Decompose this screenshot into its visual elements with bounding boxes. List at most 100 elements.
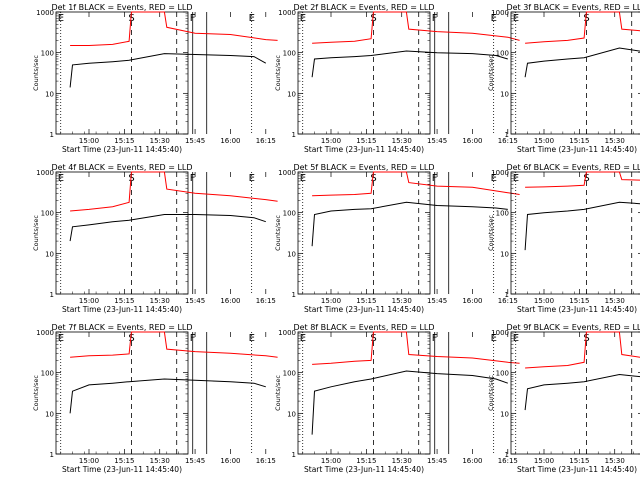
x-tick-label: 15:45 — [427, 297, 447, 305]
y-tick-label: 1000 — [491, 329, 509, 337]
x-axis-label: Start Time (23-Jun-11 14:45:40) — [304, 305, 424, 314]
x-tick-label: 15:45 — [185, 457, 205, 465]
marker-label: E — [58, 333, 64, 344]
chart-title: Det 2f BLACK = Events, RED = LLD — [293, 3, 434, 12]
y-axis-label: Counts/sec — [274, 55, 282, 91]
y-tick-label: 10 — [45, 90, 54, 98]
marker-label: E — [513, 173, 519, 184]
marker-label: E — [300, 13, 306, 24]
y-tick-label: 100 — [496, 210, 509, 218]
series-line-events — [525, 48, 640, 77]
x-tick-label: 15:45 — [427, 457, 447, 465]
marker-label: F — [432, 333, 438, 344]
x-axis-label: Start Time (23-Jun-11 14:45:40) — [304, 145, 424, 154]
x-tick-label: 15:30 — [605, 457, 625, 465]
y-tick-label: 10 — [287, 250, 296, 258]
x-axis-label: Start Time (23-Jun-11 14:45:40) — [62, 305, 182, 314]
x-tick-label: 15:30 — [605, 297, 625, 305]
x-tick-label: 15:00 — [321, 297, 341, 305]
x-axis-label: Start Time (23-Jun-11 14:45:40) — [304, 465, 424, 474]
x-tick-label: 15:30 — [150, 457, 170, 465]
chart-panel-9: Det 9f BLACK = Events, RED = LLD 1 10 100 10… — [487, 323, 640, 474]
y-tick-label: 1 — [505, 291, 509, 299]
chart-panel-3: Det 3f BLACK = Events, RED = LLD 1 10 100 10… — [487, 3, 640, 154]
chart-title: Det 3f BLACK = Events, RED = LLD — [506, 3, 640, 12]
x-tick-label: 15:15 — [569, 297, 589, 305]
chart-panel-6: Det 6f BLACK = Events, RED = LLD 1 10 100 10… — [487, 163, 640, 314]
series-line-events — [312, 51, 508, 77]
y-tick-label: 100 — [496, 50, 509, 58]
series-line-lld — [70, 12, 278, 46]
marker-label: F — [190, 13, 196, 24]
series-line-lld — [70, 172, 278, 211]
chart-title: Det 7f BLACK = Events, RED = LLD — [51, 323, 192, 332]
series-line-events — [70, 379, 266, 413]
plot-frame — [298, 172, 430, 294]
y-axis-label: Counts/sec — [274, 215, 282, 251]
marker-label: E — [300, 333, 306, 344]
plot-frame — [56, 172, 188, 294]
y-tick-label: 1000 — [278, 329, 296, 337]
x-tick-label: 15:15 — [356, 457, 376, 465]
marker-label: E — [513, 333, 519, 344]
y-axis-label: Counts/sec — [274, 375, 282, 411]
x-tick-label: 16:00 — [220, 457, 240, 465]
y-tick-label: 10 — [500, 250, 509, 258]
chart-title: Det 6f BLACK = Events, RED = LLD — [506, 163, 640, 172]
plot-frame — [298, 12, 430, 134]
y-tick-label: 1000 — [491, 169, 509, 177]
series-line-lld — [312, 172, 519, 196]
marker-label: E — [513, 13, 519, 24]
y-tick-label: 10 — [287, 410, 296, 418]
series-line-events — [70, 215, 266, 242]
y-tick-label: 100 — [41, 370, 54, 378]
y-tick-label: 100 — [283, 210, 296, 218]
plot-frame — [511, 12, 640, 134]
x-tick-label: 16:00 — [462, 137, 482, 145]
x-tick-label: 16:00 — [462, 457, 482, 465]
x-tick-label: 15:30 — [392, 457, 412, 465]
y-tick-label: 1000 — [36, 329, 54, 337]
x-tick-label: 15:00 — [534, 297, 554, 305]
x-tick-label: 15:30 — [150, 137, 170, 145]
series-line-lld — [312, 12, 519, 43]
x-tick-label: 15:15 — [356, 297, 376, 305]
x-tick-label: 15:00 — [79, 137, 99, 145]
chart-panel-7: Det 7f BLACK = Events, RED = LLD 1 10 100 10… — [32, 323, 278, 474]
x-tick-label: 15:30 — [392, 297, 412, 305]
y-tick-label: 1 — [50, 131, 54, 139]
y-axis-label: Counts/sec — [487, 215, 495, 251]
chart-panel-2: Det 2f BLACK = Events, RED = LLD 1 10 100 10… — [274, 3, 520, 154]
y-axis-label: Counts/sec — [487, 375, 495, 411]
chart-title: Det 5f BLACK = Events, RED = LLD — [293, 163, 434, 172]
y-tick-label: 1000 — [36, 9, 54, 17]
series-line-events — [70, 54, 266, 88]
y-tick-label: 1 — [292, 451, 296, 459]
y-tick-label: 1000 — [278, 9, 296, 17]
x-tick-label: 15:00 — [79, 297, 99, 305]
y-tick-label: 100 — [283, 50, 296, 58]
series-line-events — [525, 375, 640, 411]
plot-frame — [511, 172, 640, 294]
y-tick-label: 1000 — [278, 169, 296, 177]
x-tick-label: 16:15 — [256, 457, 276, 465]
y-tick-label: 100 — [496, 370, 509, 378]
y-tick-label: 10 — [45, 410, 54, 418]
detector-rate-figure: Det 1f BLACK = Events, RED = LLD11010010… — [0, 0, 640, 480]
y-axis-label: Counts/sec — [32, 375, 40, 411]
marker-label: E — [300, 173, 306, 184]
y-tick-label: 100 — [41, 210, 54, 218]
y-tick-label: 1 — [50, 451, 54, 459]
x-axis-label: Start Time (23-Jun-11 14:45:40) — [62, 145, 182, 154]
marker-label: F — [190, 173, 196, 184]
marker-label: E — [58, 13, 64, 24]
y-axis-label: Counts/sec — [487, 55, 495, 91]
x-tick-label: 16:00 — [220, 137, 240, 145]
x-tick-label: 15:45 — [185, 137, 205, 145]
x-tick-label: 16:15 — [256, 297, 276, 305]
series-line-events — [525, 202, 640, 250]
series-line-lld — [70, 332, 278, 357]
plot-frame — [56, 12, 188, 134]
marker-label: F — [190, 333, 196, 344]
y-axis-label: Counts/sec — [32, 55, 40, 91]
